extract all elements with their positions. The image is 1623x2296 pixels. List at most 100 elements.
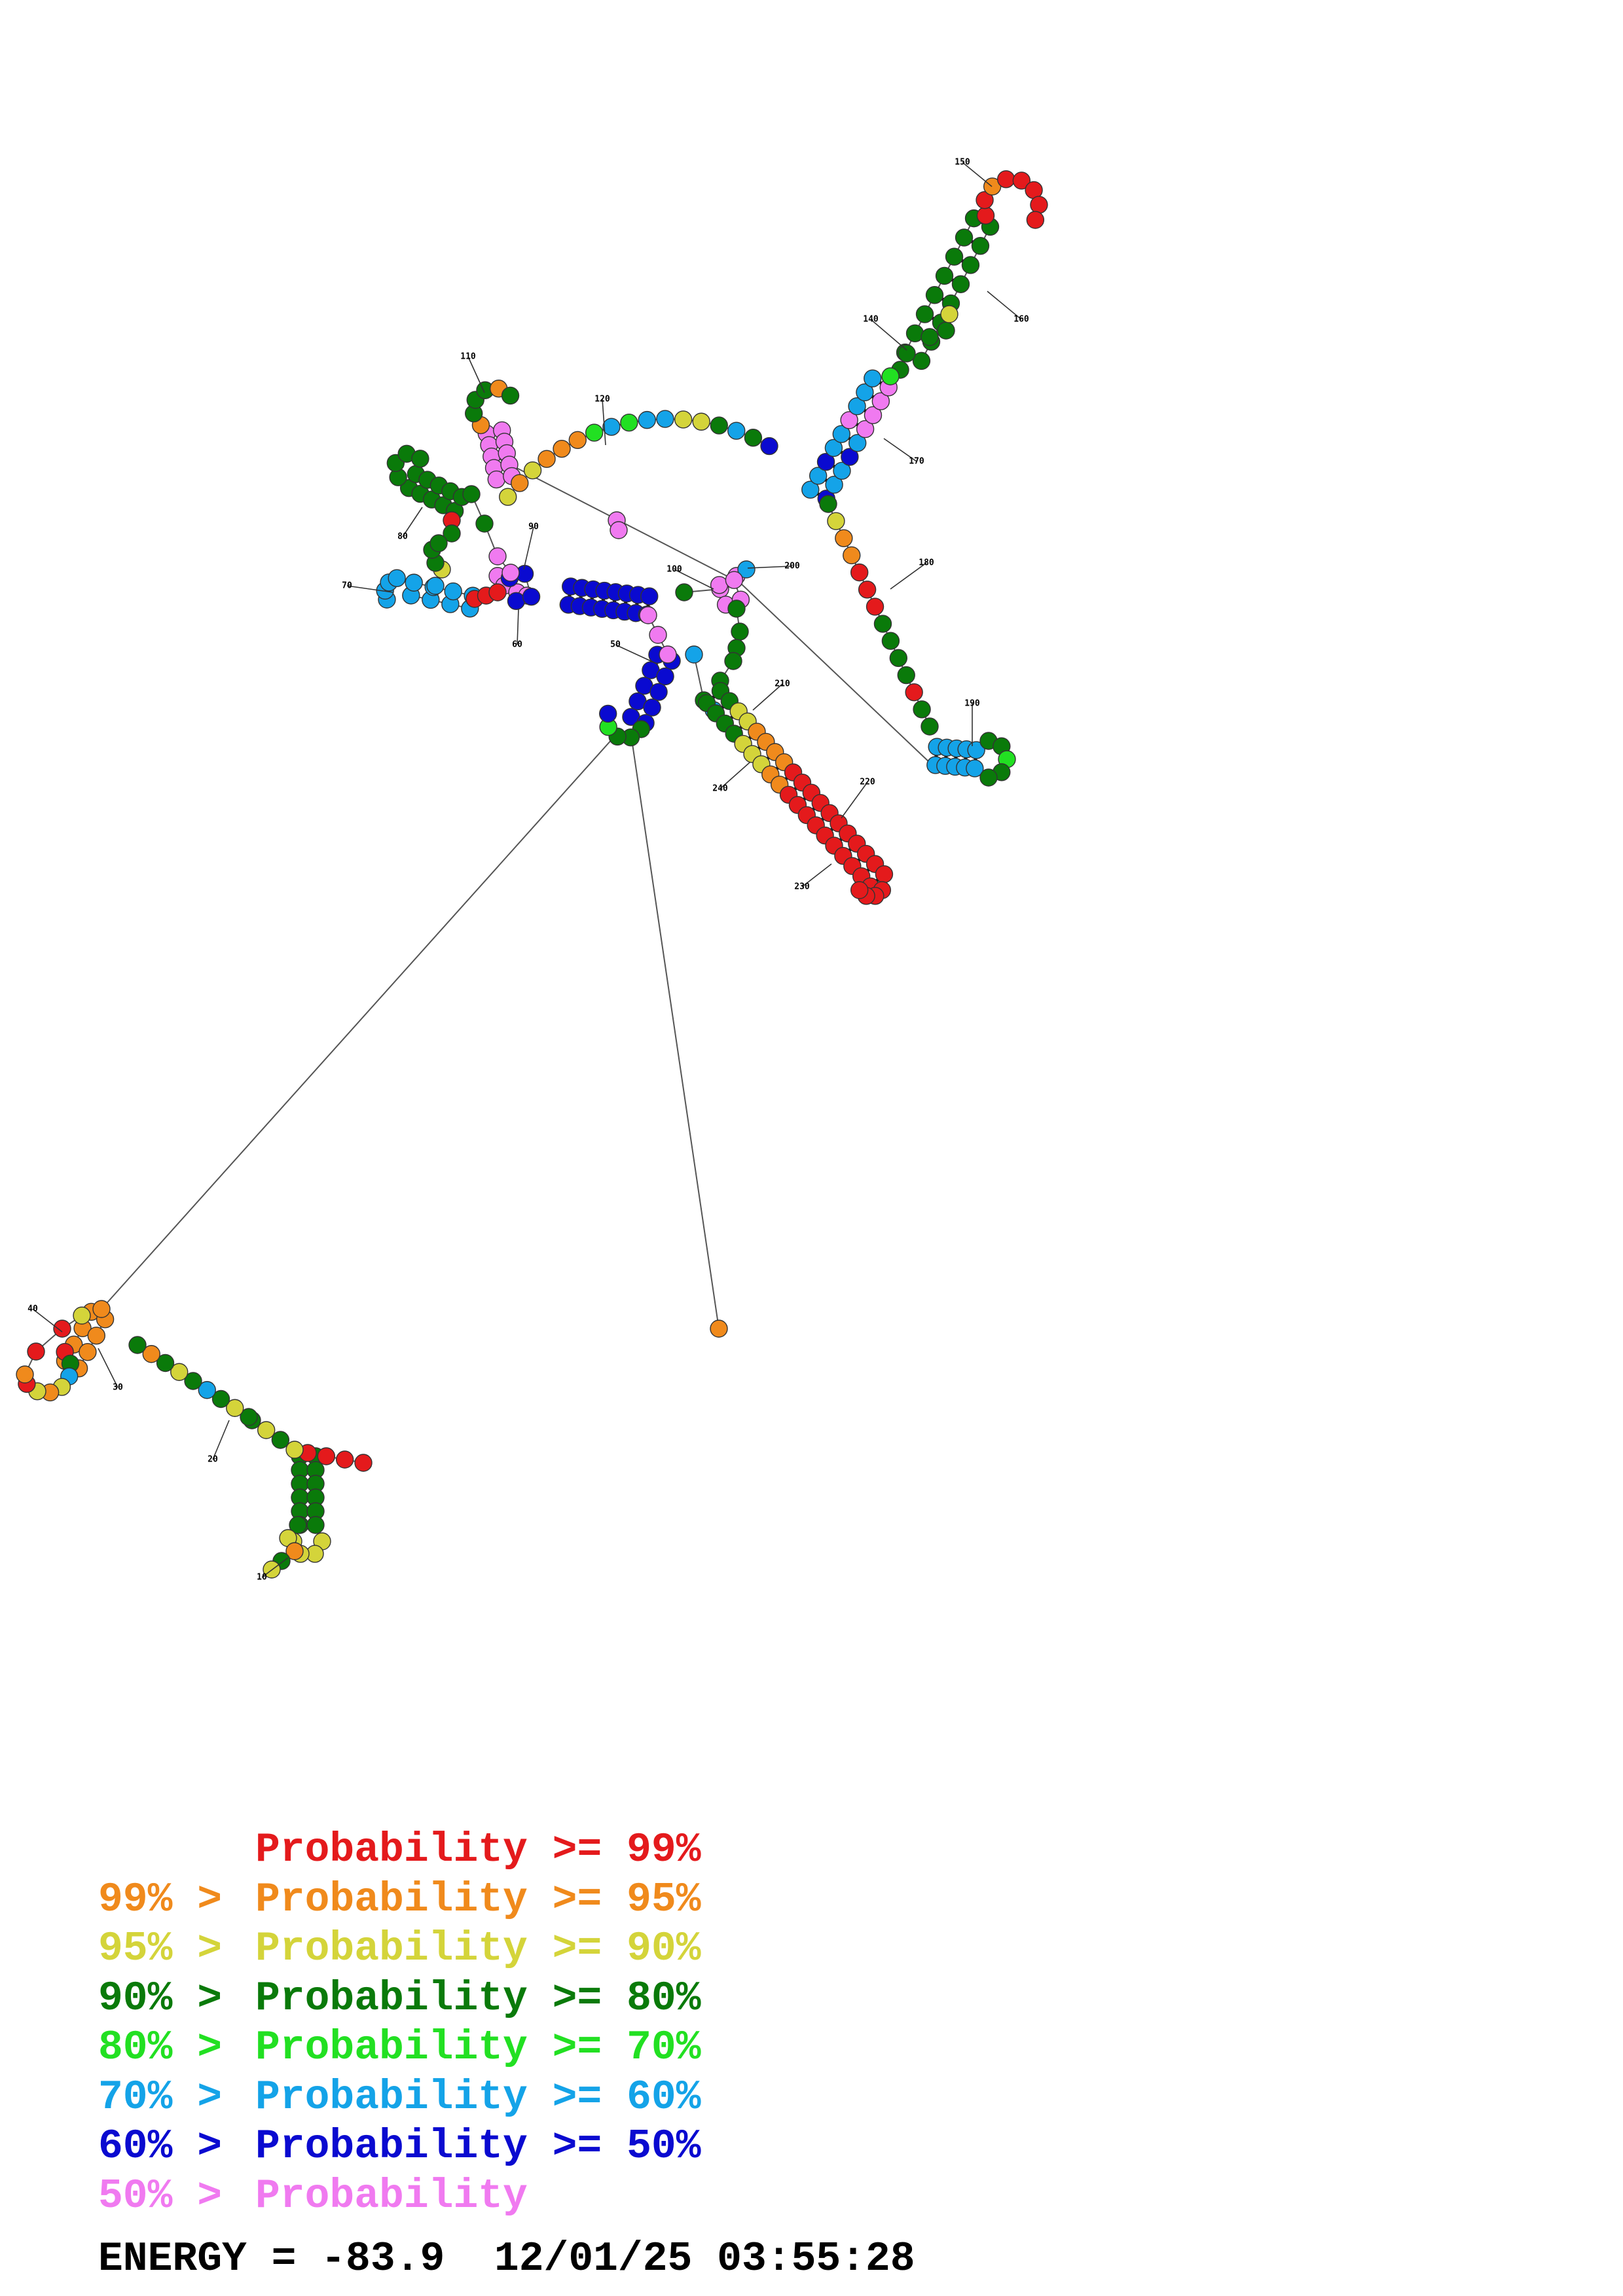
nucleotide: [961, 256, 980, 274]
nucleotide: [156, 1354, 175, 1372]
legend-prefix: 70% >: [98, 2073, 247, 2121]
position-tick: [674, 569, 714, 590]
position-label-30: 30: [113, 1383, 123, 1393]
position-label-50: 50: [610, 640, 621, 650]
position-tick: [602, 399, 606, 446]
nucleotide: [843, 546, 861, 565]
nucleotide: [833, 461, 851, 480]
nucleotide: [819, 495, 837, 513]
legend-entry: Probability >= 70%: [255, 2024, 701, 2071]
nucleotide: [848, 434, 867, 452]
position-tick: [346, 585, 393, 593]
nucleotide: [996, 170, 1015, 188]
nucleotide: [737, 560, 756, 579]
nucleotide: [306, 1516, 325, 1534]
legend-prefix: 50% >: [98, 2172, 247, 2219]
nucleotide: [897, 666, 915, 685]
position-tick: [523, 526, 534, 570]
legend-prefix: 99% >: [98, 1876, 247, 1923]
legend-entry: Probability >= 80%: [255, 1975, 701, 2022]
legend-prefix: 95% >: [98, 1926, 247, 1972]
nucleotide: [656, 410, 674, 428]
nucleotide: [27, 1342, 45, 1361]
nucleotide: [649, 683, 668, 701]
position-label-100: 100: [666, 565, 682, 575]
nucleotide: [744, 429, 763, 447]
nucleotide: [675, 583, 693, 601]
legend-entry: Probability >= 90%: [255, 1926, 701, 1972]
nucleotide: [16, 1365, 34, 1384]
nucleotide: [760, 437, 778, 456]
nucleotide: [511, 474, 529, 492]
nucleotide: [921, 717, 939, 736]
legend-entry: Probability >= 99%: [255, 1827, 701, 1873]
nucleotide: [487, 470, 505, 489]
position-label-90: 90: [528, 522, 539, 532]
nucleotide: [411, 450, 429, 468]
nucleotide: [659, 645, 677, 664]
nucleotide: [727, 600, 746, 618]
nucleotide-layer: [16, 170, 1048, 1579]
nucleotide: [73, 1306, 91, 1325]
nucleotide: [871, 392, 890, 410]
nucleotide: [639, 606, 657, 624]
legend-entry: Probability: [255, 2172, 528, 2219]
nucleotide: [1030, 196, 1048, 214]
position-tick: [467, 356, 485, 393]
position-tick: [615, 644, 659, 665]
position-tick: [962, 162, 993, 187]
nucleotide: [913, 700, 931, 719]
nucleotide: [725, 571, 744, 589]
nucleotide: [198, 1381, 216, 1399]
nucleotide: [475, 514, 494, 533]
nucleotide: [976, 206, 995, 225]
position-label-240: 240: [712, 784, 728, 794]
nucleotide: [610, 521, 628, 539]
position-label-210: 210: [775, 679, 790, 689]
position-tick: [261, 1557, 289, 1578]
energy-footer: ENERGY = -83.9 12/01/25 03:55:28: [98, 2236, 915, 2282]
legend-prefix: 60% >: [98, 2123, 247, 2170]
nucleotide: [945, 247, 964, 266]
nucleotide: [240, 1408, 258, 1426]
nucleotide: [568, 431, 587, 449]
position-tick: [987, 291, 1022, 320]
position-label-80: 80: [397, 532, 408, 542]
nucleotide: [866, 598, 884, 616]
position-label-140: 140: [863, 315, 879, 325]
nucleotide: [488, 547, 507, 565]
position-tick: [841, 781, 868, 819]
position-tick: [870, 319, 907, 351]
nucleotide: [915, 305, 934, 323]
long-backbone-line: [739, 582, 930, 763]
nucleotide: [856, 420, 875, 439]
nucleotide: [825, 475, 843, 494]
position-label-170: 170: [909, 457, 924, 467]
position-tick: [801, 863, 832, 888]
nucleotide: [585, 423, 604, 442]
nucleotide: [881, 632, 900, 650]
position-label-layer: 10 20 30 40 50 60 70 80 90 100 110 120 140 150 160 170 1…: [27, 158, 1029, 1583]
nucleotide: [898, 344, 916, 363]
nucleotide: [850, 563, 869, 582]
legend-prefix: 90% >: [98, 1975, 247, 2022]
nucleotide: [905, 683, 923, 702]
nucleotide: [881, 367, 900, 386]
nucleotide: [598, 704, 617, 723]
nucleotide: [873, 615, 892, 633]
nucleotide: [937, 321, 955, 340]
nucleotide: [955, 228, 974, 247]
position-label-70: 70: [342, 581, 352, 591]
nucleotide: [848, 397, 866, 416]
nucleotide: [925, 286, 944, 304]
nucleotide: [443, 524, 461, 543]
stem-strand: [410, 594, 471, 609]
legend-entry: Probability >= 95%: [255, 1876, 701, 1923]
nucleotide: [841, 448, 859, 466]
position-label-180: 180: [919, 558, 934, 568]
position-tick: [517, 608, 519, 645]
nucleotide: [523, 461, 542, 480]
nucleotide: [731, 622, 749, 641]
nucleotide: [824, 439, 843, 457]
nucleotide: [211, 1390, 230, 1408]
